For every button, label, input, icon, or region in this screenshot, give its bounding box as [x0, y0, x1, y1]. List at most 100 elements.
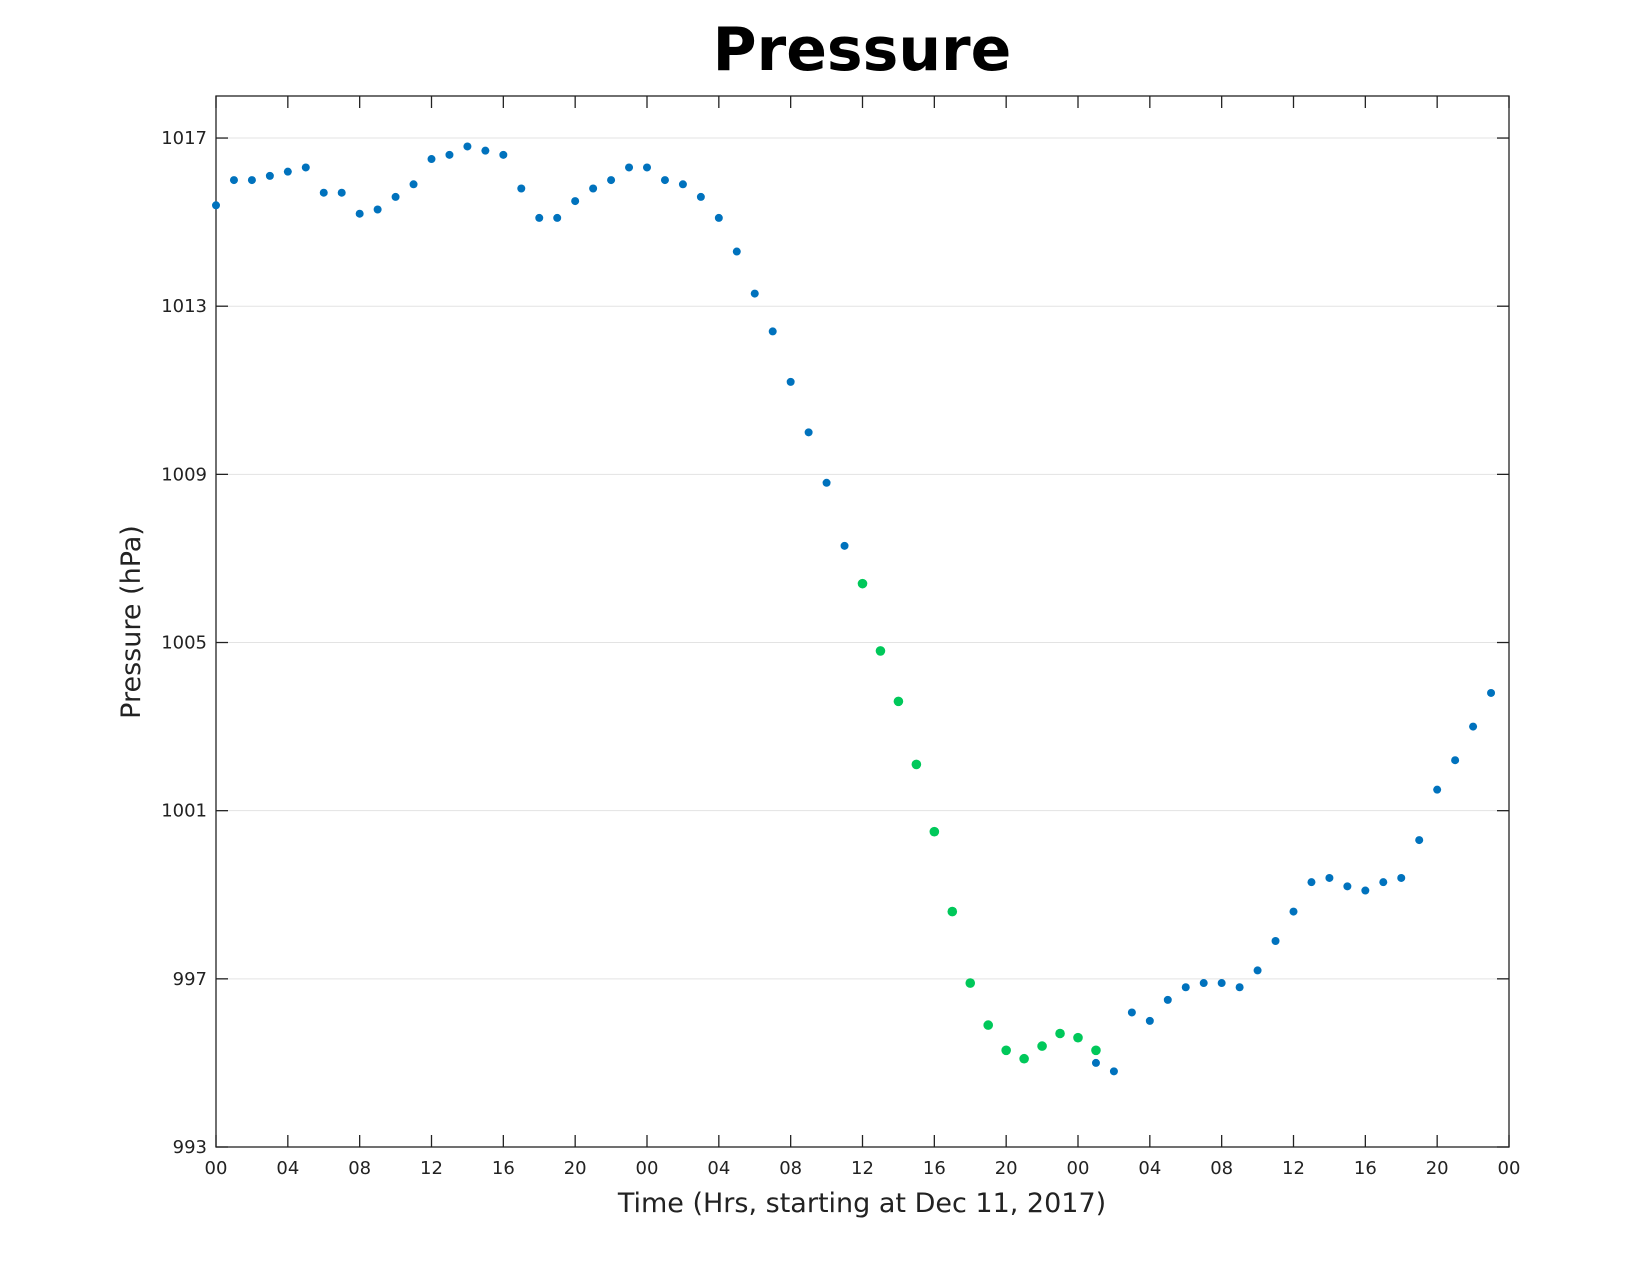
x-tick-label: 20: [995, 1158, 1018, 1179]
y-tick-label: 1013: [161, 296, 207, 317]
data-point: [373, 205, 382, 214]
data-point: [1361, 886, 1370, 895]
x-tick-label: 08: [779, 1158, 802, 1179]
data-point: [1415, 836, 1424, 845]
y-tick-label: 1005: [161, 633, 207, 654]
data-point: [499, 150, 508, 159]
data-point: [517, 184, 526, 193]
x-tick-label: 04: [1138, 1158, 1161, 1179]
data-point: [445, 150, 454, 159]
x-tick-label: 16: [492, 1158, 515, 1179]
data-point: [571, 197, 580, 206]
x-tick-label: 04: [276, 1158, 299, 1179]
data-point: [678, 180, 687, 189]
data-point-highlight: [1055, 1028, 1065, 1039]
data-point: [750, 289, 759, 298]
data-point: [1235, 983, 1244, 992]
data-point: [391, 192, 400, 201]
data-point: [804, 428, 813, 437]
data-point: [1289, 907, 1298, 916]
data-point: [714, 213, 723, 222]
data-point: [1343, 882, 1352, 891]
data-point: [840, 541, 849, 550]
chart-title: Pressure: [713, 15, 1012, 85]
data-point: [1127, 1008, 1136, 1017]
data-point: [1145, 1016, 1154, 1025]
data-point: [732, 247, 741, 256]
data-point: [1487, 688, 1496, 697]
data-point: [660, 176, 669, 185]
data-point: [1217, 979, 1226, 988]
data-point: [283, 167, 292, 176]
x-tick-label: 16: [923, 1158, 946, 1179]
x-tick-label: 12: [420, 1158, 443, 1179]
x-tick-label: 00: [636, 1158, 659, 1179]
data-point: [1397, 873, 1406, 882]
data-point: [1109, 1067, 1118, 1076]
data-point: [229, 176, 238, 185]
x-tick-label: 00: [1498, 1158, 1521, 1179]
x-tick-label: 08: [1210, 1158, 1233, 1179]
data-point-highlight: [1073, 1032, 1083, 1043]
data-point: [409, 180, 418, 189]
x-tick-label: 16: [1354, 1158, 1377, 1179]
x-tick-label: 12: [851, 1158, 874, 1179]
data-point: [1433, 785, 1442, 794]
data-point: [696, 192, 705, 201]
data-point-highlight: [875, 646, 886, 656]
data-point-highlight: [911, 759, 922, 770]
data-point: [212, 201, 220, 210]
data-point: [786, 377, 795, 386]
data-point: [625, 163, 634, 172]
data-point: [481, 146, 490, 155]
data-point: [1469, 722, 1478, 731]
y-tick-label: 997: [173, 969, 207, 990]
data-point-highlight: [965, 978, 976, 988]
data-point: [1379, 878, 1388, 887]
y-tick-label: 1017: [161, 128, 207, 149]
x-tick-label: 20: [1426, 1158, 1449, 1179]
data-point: [1451, 756, 1460, 765]
data-point: [301, 163, 310, 172]
x-tick-label: 04: [707, 1158, 730, 1179]
data-point: [319, 188, 328, 197]
data-point: [1199, 979, 1208, 988]
x-tick-label: 12: [1282, 1158, 1305, 1179]
data-points: [212, 142, 1496, 1076]
data-point-highlight: [1019, 1053, 1029, 1064]
x-tick-label: 00: [1067, 1158, 1090, 1179]
data-point: [553, 213, 562, 222]
data-point: [247, 176, 256, 185]
data-point: [822, 478, 831, 487]
data-point: [1181, 983, 1190, 992]
x-axis-label: Time (Hrs, starting at Dec 11, 2017): [617, 1188, 1106, 1219]
data-point: [1307, 878, 1316, 887]
data-point: [1325, 873, 1334, 882]
x-tick-label: 00: [205, 1158, 228, 1179]
data-point: [1091, 1058, 1100, 1067]
data-point-highlight: [893, 696, 904, 707]
data-point: [589, 184, 598, 193]
y-tick-label: 993: [173, 1137, 207, 1158]
plot-area-frame: [215, 95, 1510, 1148]
data-point-highlight: [857, 578, 868, 589]
data-point: [337, 188, 346, 197]
data-point-highlight: [929, 826, 940, 837]
data-point-highlight: [983, 1020, 994, 1030]
y-tick-label: 1001: [161, 801, 207, 822]
data-point: [1253, 966, 1262, 975]
data-point-highlight: [1037, 1041, 1047, 1051]
tick-layer: 993 997 1001 1005 1009 1013 1017 00 04 08 12 16 20 00…: [161, 96, 1520, 1179]
y-axis-label: Pressure (hPa): [116, 525, 147, 719]
data-point: [643, 163, 651, 172]
data-point: [535, 213, 544, 222]
data-point: [1163, 995, 1172, 1004]
data-point: [355, 209, 364, 218]
data-point-highlight: [1001, 1045, 1011, 1056]
x-tick-label: 20: [564, 1158, 587, 1179]
y-tick-label: 1009: [161, 464, 207, 485]
data-point: [265, 171, 274, 180]
grid-layer: [216, 137, 1509, 980]
x-tick-label: 08: [348, 1158, 371, 1179]
